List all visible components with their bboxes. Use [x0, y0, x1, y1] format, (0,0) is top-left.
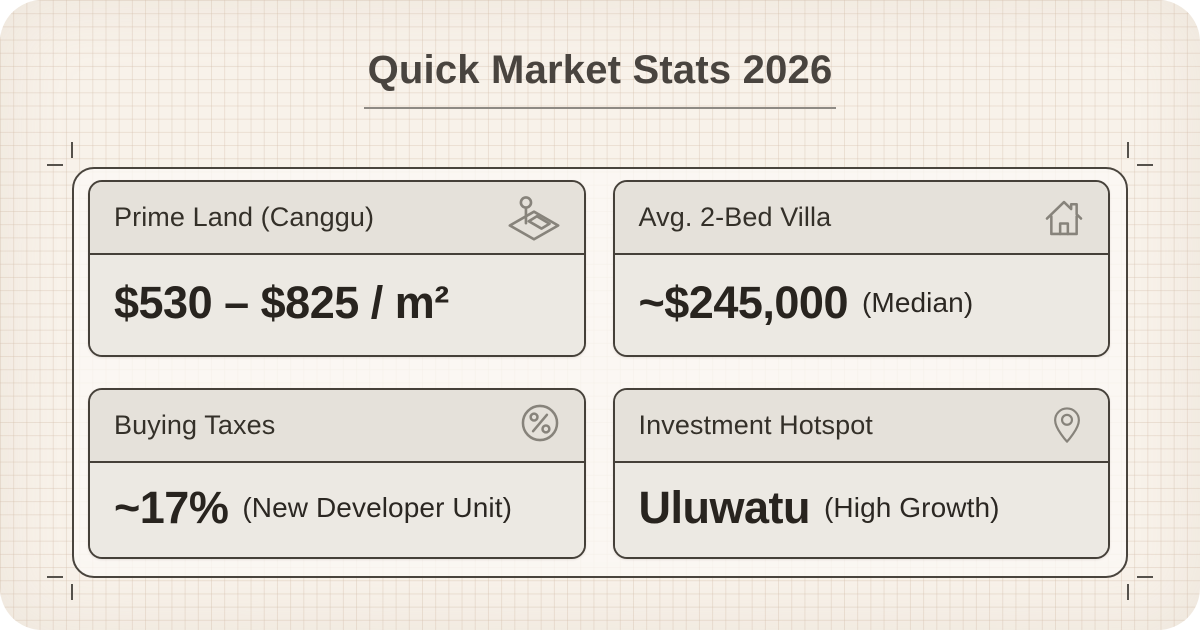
stat-card-buying-taxes: Buying Taxes ~17% (New Developer Unit): [88, 388, 586, 559]
crop-mark-bottom-right-vertical: [1127, 584, 1129, 600]
stat-card-value-row: ~$245,000 (Median): [614, 255, 1108, 355]
stat-card-prime-land: Prime Land (Canggu) $530 – $825 / m²: [88, 180, 586, 357]
crop-mark-top-left-horizontal: [47, 164, 63, 166]
crop-mark-top-left-vertical: [71, 142, 73, 158]
stat-card-investment-hotspot: Investment Hotspot Uluwatu (High Growth): [612, 388, 1110, 559]
percent-icon: [518, 401, 562, 450]
page-title: Quick Market Stats 2026: [363, 48, 837, 109]
stat-value-note: (New Developer Unit): [242, 492, 512, 523]
stat-card-header: Prime Land (Canggu): [90, 182, 584, 255]
crop-mark-bottom-right-horizontal: [1137, 576, 1153, 578]
stats-panel: Prime Land (Canggu) $530 – $825 / m² Av: [72, 167, 1128, 578]
stat-card-label: Investment Hotspot: [638, 410, 873, 440]
stat-card-label: Avg. 2-Bed Villa: [638, 202, 832, 232]
stat-value: $530 – $825 / m²: [114, 277, 449, 328]
house-icon: [1042, 197, 1086, 239]
stat-card-value-row: $530 – $825 / m²: [90, 255, 584, 355]
stat-card-avg-villa: Avg. 2-Bed Villa ~$245,000 (Median): [612, 180, 1110, 357]
stat-card-value-row: Uluwatu (High Growth): [614, 463, 1108, 557]
map-pin-icon: [506, 195, 562, 241]
stat-value: ~$245,000: [638, 277, 849, 328]
crop-mark-top-right-vertical: [1127, 142, 1129, 158]
stat-card-label: Prime Land (Canggu): [114, 202, 375, 232]
stat-card-header: Buying Taxes: [90, 390, 584, 463]
stat-card-header: Avg. 2-Bed Villa: [614, 182, 1108, 255]
crop-mark-bottom-left-horizontal: [47, 576, 63, 578]
crop-mark-top-right-horizontal: [1137, 164, 1153, 166]
stat-card-label: Buying Taxes: [114, 410, 276, 440]
stat-value-note: (Median): [861, 287, 974, 318]
stat-value: ~17%: [114, 482, 229, 533]
location-pin-icon: [1048, 403, 1086, 449]
stat-card-header: Investment Hotspot: [614, 390, 1108, 463]
header: Quick Market Stats 2026: [0, 48, 1200, 109]
stat-value: Uluwatu: [638, 482, 811, 533]
stat-card-value-row: ~17% (New Developer Unit): [90, 463, 584, 557]
crop-mark-bottom-left-vertical: [71, 584, 73, 600]
stat-value-note: (High Growth): [824, 492, 1000, 523]
